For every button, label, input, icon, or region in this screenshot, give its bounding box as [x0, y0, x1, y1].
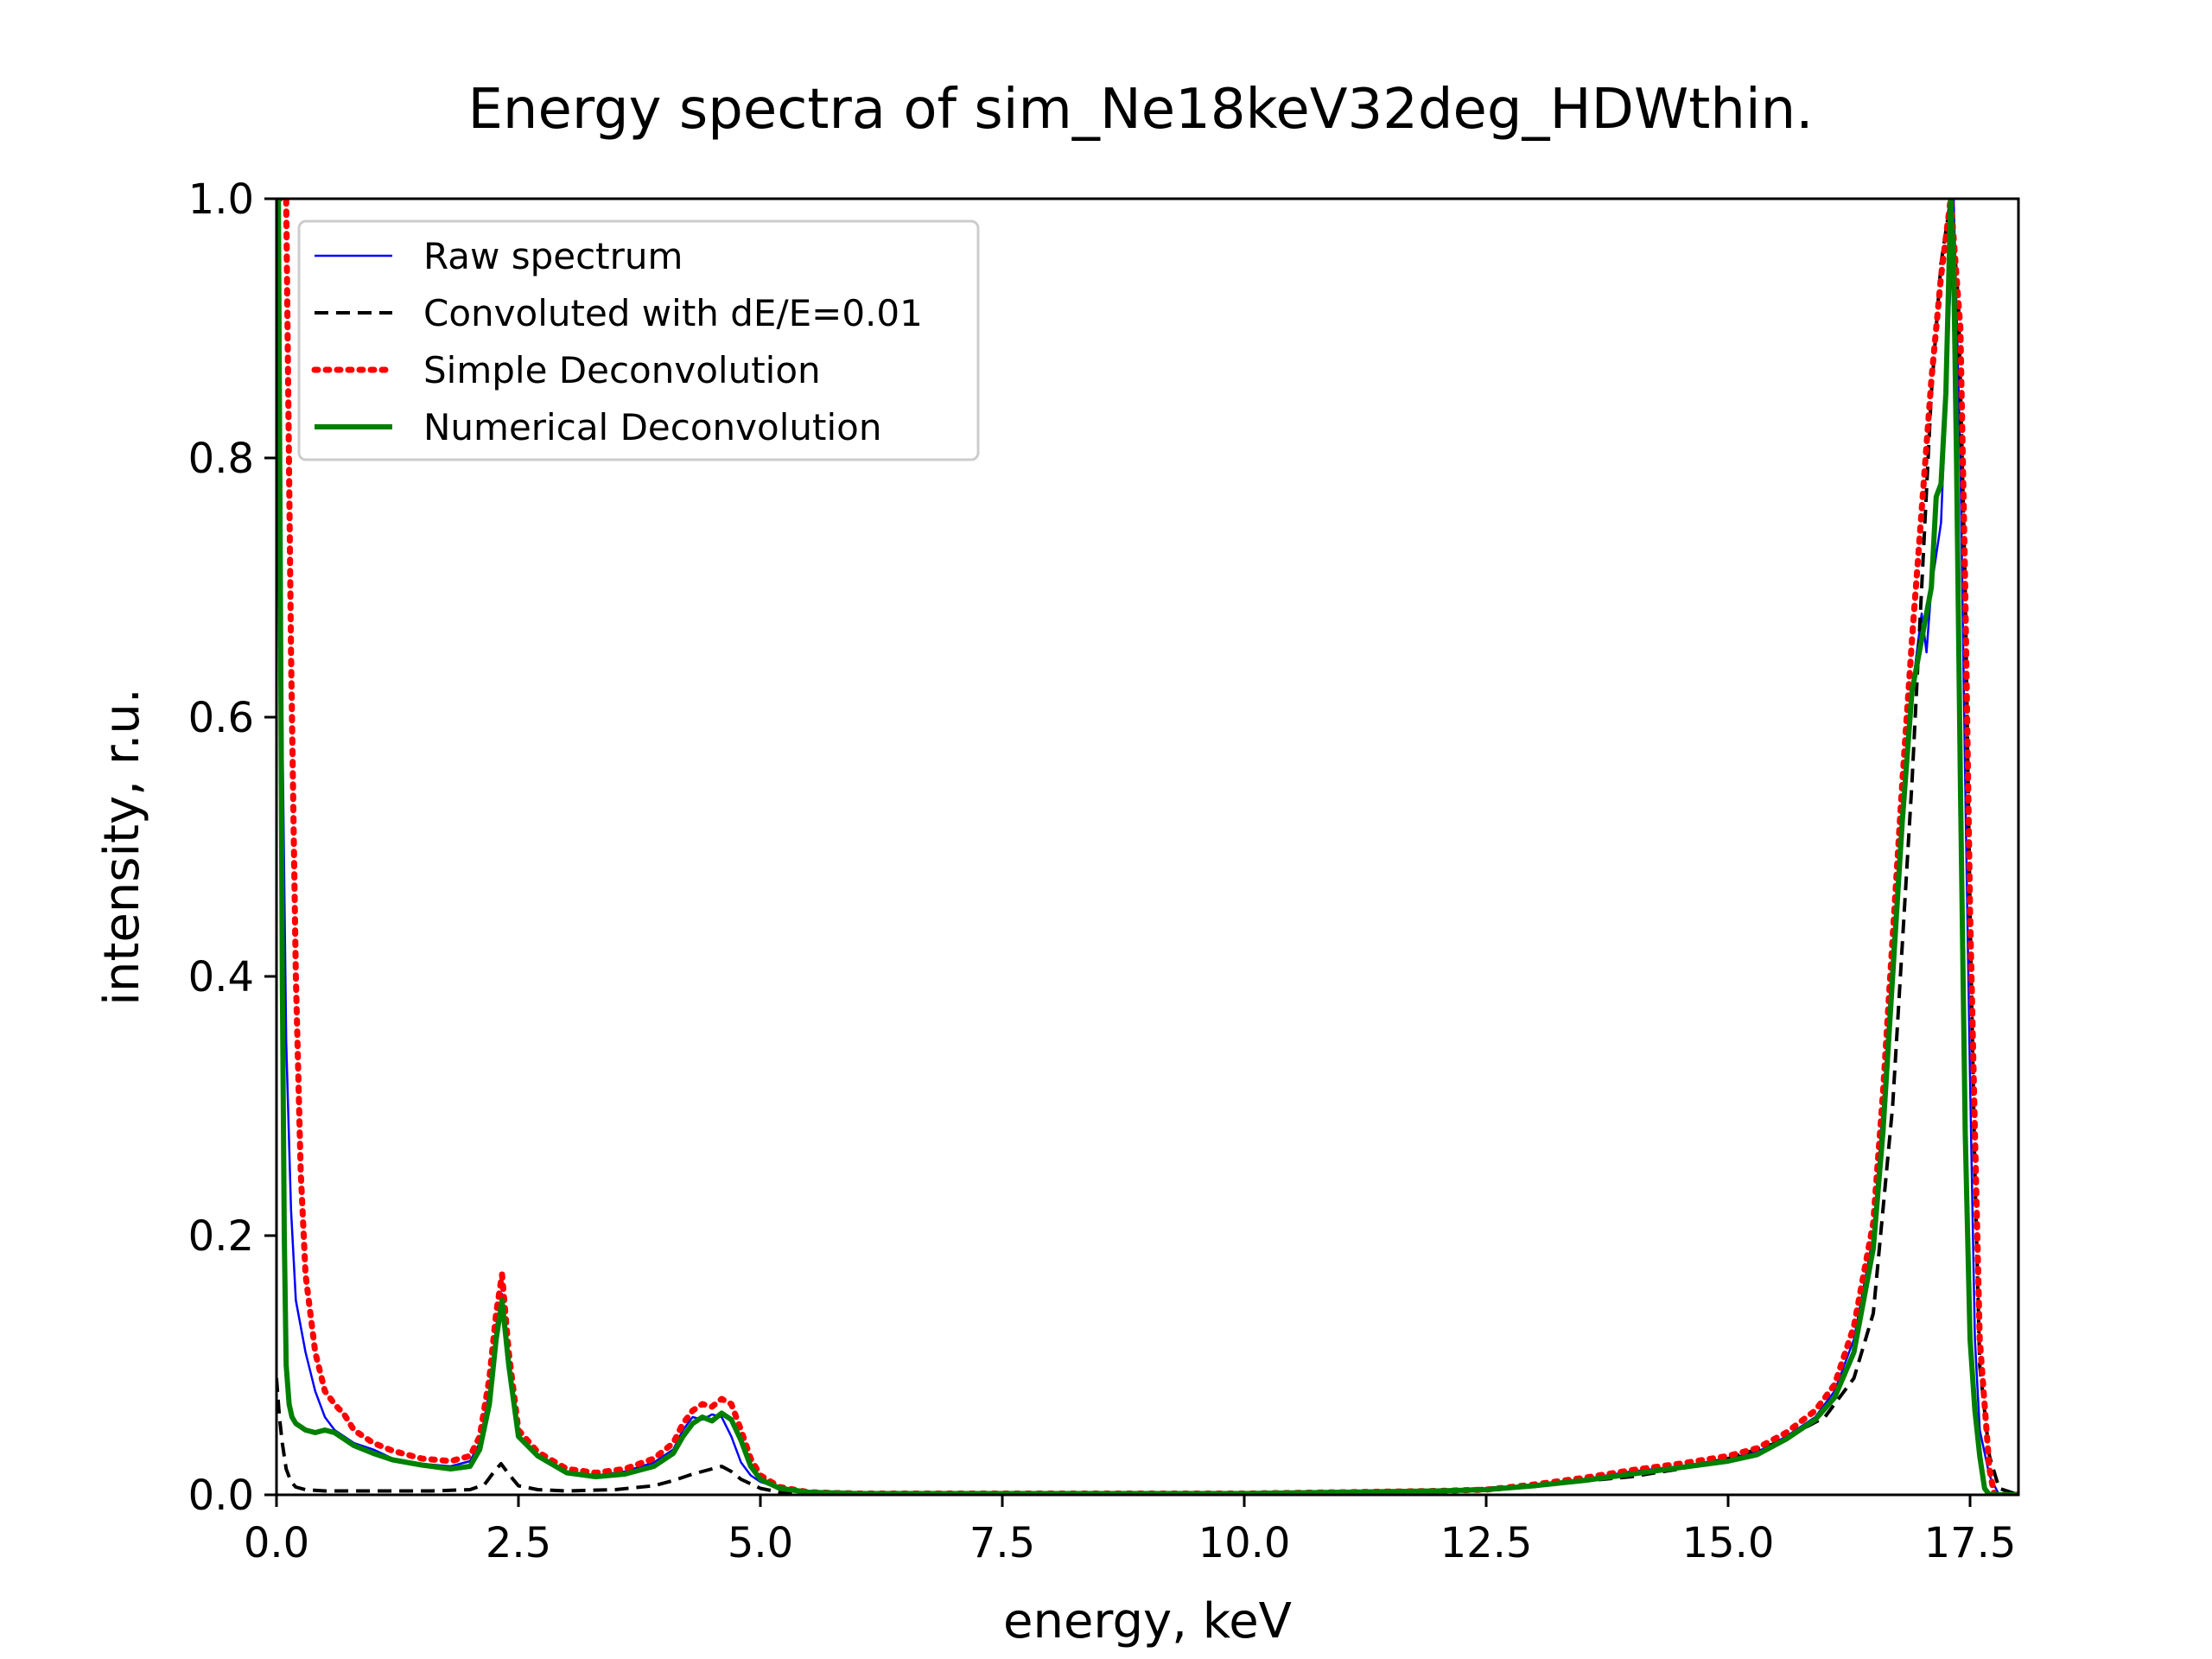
- x-tick-label: 17.5: [1924, 1519, 2017, 1567]
- x-tick-label: 7.5: [969, 1519, 1035, 1567]
- legend-label-simple: Simple Deconvolution: [423, 349, 821, 391]
- x-tick-label: 15.0: [1682, 1519, 1775, 1567]
- chart-title: Energy spectra of sim_Ne18keV32deg_HDWth…: [467, 78, 1813, 142]
- x-tick-label: 5.0: [728, 1519, 793, 1567]
- legend-label-raw: Raw spectrum: [423, 235, 683, 277]
- tick-layer: 0.0 2.5 5.0 7.5 10.0 12.5 15.0 17.5 0.0 0.2 0.4 0.6…: [188, 175, 2017, 1567]
- legend-box: [297, 219, 980, 461]
- x-tick-label: 10.0: [1198, 1519, 1291, 1567]
- x-tick-label: 2.5: [486, 1519, 551, 1567]
- series-line-numerical: [276, 199, 2018, 1495]
- y-tick-label: 0.8: [188, 435, 254, 483]
- series-layer: [276, 199, 2018, 1495]
- y-tick-label: 0.2: [188, 1212, 254, 1261]
- legend-label-convoluted: Convoluted with dE/E=0.01: [423, 292, 923, 334]
- y-tick-label: 0.0: [188, 1471, 254, 1520]
- x-tick-label: 0.0: [244, 1519, 309, 1567]
- plot-frame: [275, 197, 2020, 1497]
- legend-label-numerical: Numerical Deconvolution: [423, 406, 881, 448]
- y-tick-label: 0.4: [188, 953, 254, 1001]
- x-tick-label: 12.5: [1440, 1519, 1533, 1567]
- x-axis-label: energy, keV: [1003, 1593, 1292, 1649]
- legend: Raw spectrum Convoluted with dE/E=0.01 S…: [297, 219, 980, 461]
- y-axis-label: intensity, r.u.: [94, 688, 150, 1005]
- y-tick-label: 0.6: [188, 694, 254, 742]
- y-tick-label: 1.0: [188, 175, 254, 224]
